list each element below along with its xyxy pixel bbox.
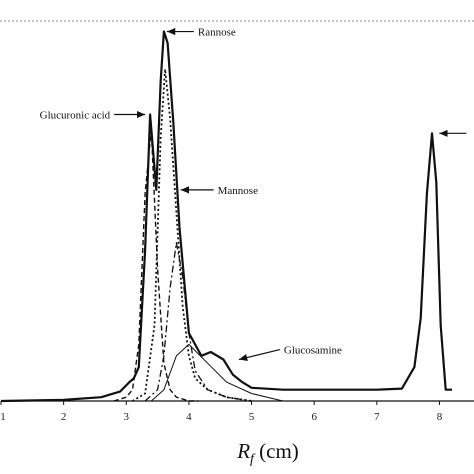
annotations: Rannose Glucuronic acid Mannose Glucosamine: [40, 27, 467, 362]
x-tick-label: 5: [249, 411, 255, 423]
series-line-solid: [0, 30, 452, 403]
x-tick-label: 8: [437, 411, 443, 423]
series-layer: [0, 30, 452, 403]
annotation-arrow: [238, 348, 281, 362]
x-tick-label: 6: [311, 411, 317, 423]
x-tick-label: 2: [61, 411, 67, 423]
series-line-thin: [150, 343, 284, 402]
x-tick-label: 1: [0, 411, 6, 423]
x-tick-label: 4: [186, 411, 192, 423]
x-tick-label: 3: [124, 411, 130, 423]
annotation-label: Rannose: [198, 27, 236, 39]
annotation-label: Glucuronic acid: [40, 109, 111, 121]
series-line-dashed: [113, 128, 199, 402]
annotation-label: Mannose: [218, 185, 258, 197]
annotation-label: Glucosamine: [284, 345, 342, 357]
series-line-dashdot: [144, 242, 252, 402]
x-tick-label: 7: [374, 411, 380, 423]
x-axis-label: Rf (cm): [236, 439, 299, 467]
x-axis: 1 2 3 4 5 6 7 8: [0, 400, 474, 423]
